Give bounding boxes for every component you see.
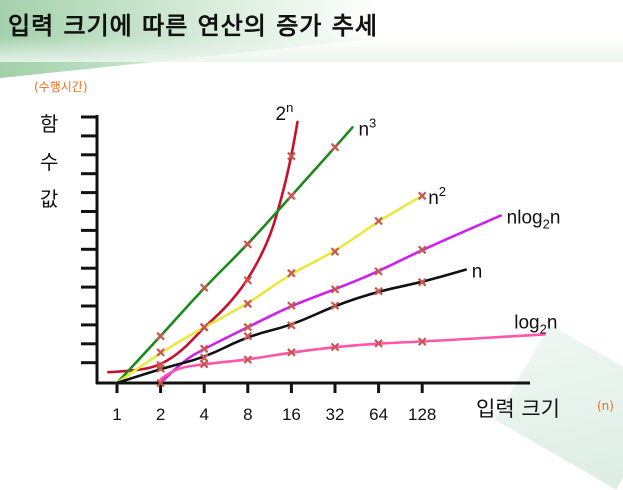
data-point-marker xyxy=(287,348,296,357)
series-label: nlog2n xyxy=(507,208,561,232)
data-point-marker xyxy=(417,191,427,201)
series-label: n xyxy=(472,262,483,283)
data-point-marker xyxy=(243,276,253,285)
x-tick-label: 128 xyxy=(408,405,436,424)
y-axis-label-char: 수 xyxy=(40,150,59,174)
data-point-marker xyxy=(287,151,296,161)
data-point-marker xyxy=(156,378,165,388)
header-band xyxy=(0,0,623,62)
data-point-marker xyxy=(243,240,253,249)
data-point-marker xyxy=(199,353,209,363)
series-label: n2 xyxy=(428,184,446,209)
series-label: log2n xyxy=(514,312,557,336)
y-axis-label-char: 값 xyxy=(40,187,59,211)
data-point-marker xyxy=(374,216,383,226)
data-point-marker xyxy=(330,285,340,294)
data-point-marker xyxy=(330,142,340,152)
x-tick-label: 1 xyxy=(112,405,121,424)
series-line-npow2 xyxy=(115,194,424,385)
data-point-marker xyxy=(330,301,340,310)
data-point-marker xyxy=(243,331,253,341)
data-point-marker xyxy=(156,364,165,373)
data-point-marker xyxy=(374,286,383,296)
x-tick-label: 16 xyxy=(282,405,301,424)
data-point-marker xyxy=(199,322,209,332)
data-point-marker xyxy=(287,191,296,201)
y-axis-unit: (수행시간) xyxy=(34,80,88,94)
data-point-marker xyxy=(287,321,296,330)
series-line-2pown xyxy=(106,120,299,374)
series-line-npow3 xyxy=(115,126,354,385)
data-point-marker xyxy=(156,348,165,357)
series-line-log2n xyxy=(159,333,546,381)
page-title: 입력 크기에 따른 연산의 증가 추세 xyxy=(8,12,378,40)
data-point-marker xyxy=(199,344,209,354)
x-axis-label: 입력 크기 xyxy=(476,397,560,421)
series-label: 2n xyxy=(276,100,294,125)
data-point-marker xyxy=(287,268,296,278)
data-point-marker xyxy=(243,355,253,364)
data-point-marker xyxy=(374,267,383,276)
data-point-marker xyxy=(330,247,340,256)
data-point-marker xyxy=(330,342,340,352)
x-tick-label: 2 xyxy=(156,405,165,424)
data-point-marker xyxy=(156,331,165,341)
series-line-nlog2n xyxy=(159,214,502,385)
y-axis-label-char: 함 xyxy=(40,112,59,136)
x-axis-unit: (n) xyxy=(597,399,614,413)
data-point-marker xyxy=(417,277,427,287)
data-point-marker xyxy=(374,339,383,348)
data-point-marker xyxy=(417,337,427,346)
data-point-marker xyxy=(199,283,209,292)
x-tick-label: 4 xyxy=(199,405,208,424)
x-tick-label: 8 xyxy=(243,405,252,424)
data-point-marker xyxy=(199,359,209,369)
data-point-marker xyxy=(243,322,253,332)
data-point-marker xyxy=(243,299,253,309)
data-point-marker xyxy=(417,245,427,255)
series-label: n3 xyxy=(358,115,376,140)
x-tick-label: 32 xyxy=(326,405,345,424)
x-tick-label: 64 xyxy=(369,405,388,424)
data-point-marker xyxy=(287,301,296,310)
